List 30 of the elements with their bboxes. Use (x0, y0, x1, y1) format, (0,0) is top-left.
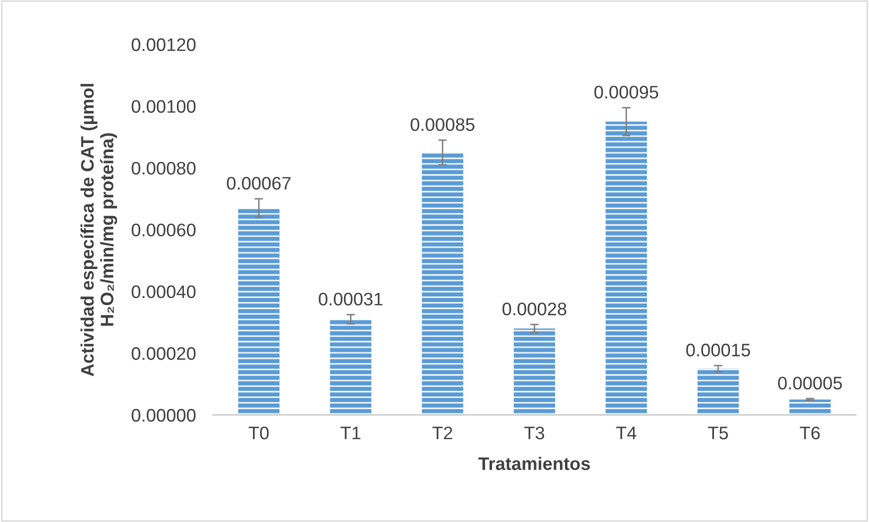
data-label: 0.00005 (778, 376, 842, 390)
y-tick-label: 0.00120 (132, 38, 196, 52)
bar (422, 152, 464, 415)
y-axis-title: Actividad específica de CAT (µmol H₂O₂/min/mg proteína) (80, 84, 118, 376)
x-tick-label: T5 (708, 426, 728, 440)
x-tick-label: T2 (432, 426, 452, 440)
bar (514, 328, 556, 415)
y-tick-label: 0.00040 (132, 285, 196, 298)
data-label: 0.00095 (594, 86, 658, 99)
y-tick-label: 0.00100 (132, 100, 196, 113)
x-tick-label: T3 (524, 426, 544, 440)
x-tick-label: T6 (800, 426, 820, 440)
y-tick-label: 0.00080 (132, 162, 196, 175)
y-tick-label: 0.00020 (132, 347, 196, 360)
bar (789, 400, 831, 415)
x-tick-label: T1 (340, 426, 360, 440)
bar (606, 122, 647, 415)
data-label: 0.00031 (318, 292, 382, 306)
x-tick-label: T0 (248, 426, 269, 440)
y-tick-label: 0.00000 (132, 408, 196, 422)
data-label: 0.00085 (410, 118, 474, 131)
bar (697, 368, 739, 415)
data-label: 0.00028 (502, 302, 566, 316)
data-label: 0.00067 (226, 176, 291, 190)
x-tick-label: T4 (616, 426, 636, 440)
x-axis-title: Tratamientos (478, 456, 590, 470)
bar (238, 208, 280, 415)
y-tick-label: 0.00060 (132, 224, 196, 236)
bar (330, 319, 372, 415)
data-label: 0.00015 (686, 344, 750, 356)
